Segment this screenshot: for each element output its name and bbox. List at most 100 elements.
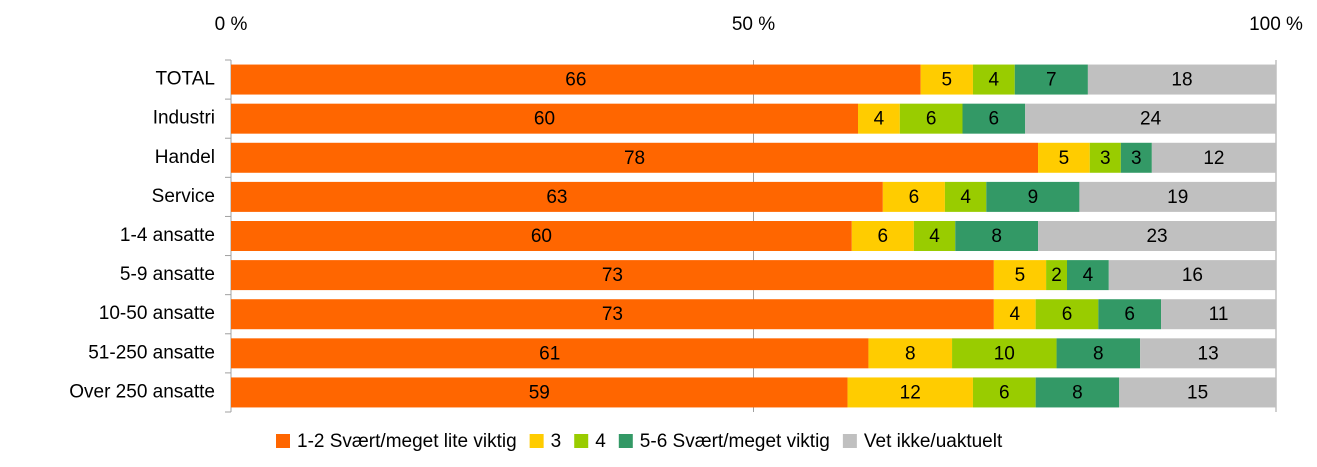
bar-segment xyxy=(231,64,921,95)
data-label: 61 xyxy=(539,343,560,364)
data-label: 6 xyxy=(989,109,1000,130)
data-label: 63 xyxy=(546,187,567,208)
data-label: 6 xyxy=(878,226,889,247)
data-label: 8 xyxy=(1093,343,1104,364)
bar-segment xyxy=(1056,338,1141,369)
data-label: 3 xyxy=(1100,148,1111,169)
bar-segment xyxy=(882,181,945,212)
legend-label: 5-6 Svært/meget viktig xyxy=(640,431,830,452)
data-label: 5 xyxy=(1059,148,1070,169)
data-label: 19 xyxy=(1167,187,1188,208)
legend-swatch xyxy=(842,434,857,448)
bar-segment xyxy=(962,103,1026,134)
bar-segment xyxy=(851,221,914,251)
y-tick-label: 10-50 ansatte xyxy=(99,303,215,324)
legend-label: 3 xyxy=(551,431,562,452)
data-label: 3 xyxy=(1131,148,1142,169)
bar-segment xyxy=(1067,260,1109,291)
bar-segment xyxy=(847,377,973,408)
x-tick-label: 50 % xyxy=(732,14,775,35)
data-label: 4 xyxy=(989,70,1000,91)
data-label: 78 xyxy=(624,148,645,169)
data-label: 10 xyxy=(994,343,1015,364)
data-label: 73 xyxy=(602,265,623,286)
data-label: 23 xyxy=(1146,226,1167,247)
bar-segment xyxy=(986,181,1080,212)
data-label: 59 xyxy=(529,382,550,403)
y-tick-label: TOTAL xyxy=(156,69,215,90)
y-tick-label: Industri xyxy=(153,108,215,129)
data-label: 6 xyxy=(1062,304,1073,325)
bar-segment xyxy=(1119,377,1276,408)
data-label: 6 xyxy=(926,109,937,130)
bar-segment xyxy=(920,64,973,95)
data-label: 13 xyxy=(1198,343,1219,364)
data-label: 66 xyxy=(565,70,586,91)
data-label: 5 xyxy=(1015,265,1026,286)
legend-swatch xyxy=(276,434,290,448)
bar-segment xyxy=(1151,142,1276,173)
x-tick-label: 0 % xyxy=(215,14,248,35)
data-label: 5 xyxy=(942,70,953,91)
bar-segment xyxy=(1108,260,1276,291)
bar-segment xyxy=(1098,299,1162,330)
y-tick-label: Over 250 ansatte xyxy=(69,381,215,402)
bar-segment xyxy=(231,260,994,291)
data-label: 4 xyxy=(1009,304,1020,325)
legend-swatch xyxy=(529,434,544,448)
bar-segment xyxy=(231,142,1039,173)
data-label: 6 xyxy=(999,382,1010,403)
bar-segment xyxy=(1046,260,1067,291)
bar-segment xyxy=(868,338,953,369)
bar-segment xyxy=(1140,338,1276,369)
data-label: 4 xyxy=(960,187,971,208)
bar-segment xyxy=(972,377,1036,408)
data-label: 16 xyxy=(1182,265,1203,286)
y-tick-label: Handel xyxy=(155,147,215,168)
data-label: 4 xyxy=(1083,265,1094,286)
data-label: 73 xyxy=(602,304,623,325)
data-label: 2 xyxy=(1051,265,1062,286)
bar-segment xyxy=(955,221,1039,251)
bar-segment xyxy=(1035,377,1120,408)
data-label: 4 xyxy=(929,226,940,247)
bar-segment xyxy=(231,377,848,408)
legend-label: 4 xyxy=(595,431,606,452)
legend-swatch xyxy=(574,434,589,448)
data-label: 12 xyxy=(900,382,921,403)
data-label: 60 xyxy=(534,109,555,130)
data-label: 11 xyxy=(1209,304,1229,325)
bar-segment xyxy=(231,181,883,212)
bar-segment xyxy=(231,299,994,330)
bar-segment xyxy=(1120,142,1152,173)
y-tick-label: Service xyxy=(152,186,215,207)
bar-segment xyxy=(952,338,1057,369)
y-tick-label: 5-9 ansatte xyxy=(120,264,215,285)
bar-segment xyxy=(993,260,1047,291)
x-tick-label: 100 % xyxy=(1249,14,1303,35)
bar-segment xyxy=(231,221,852,251)
data-label: 15 xyxy=(1187,382,1208,403)
data-label: 6 xyxy=(1124,304,1135,325)
data-label: 6 xyxy=(909,187,920,208)
bar-segment xyxy=(1014,64,1088,95)
bar-segment xyxy=(993,299,1036,330)
bar-segment xyxy=(1089,142,1121,173)
bar-segment xyxy=(231,103,858,134)
legend-swatch xyxy=(618,434,633,448)
data-label: 8 xyxy=(991,226,1002,247)
legend-label: 1-2 Svært/meget lite viktig xyxy=(297,431,517,452)
bar-segment xyxy=(1035,299,1099,330)
data-label: 12 xyxy=(1203,148,1224,169)
y-tick-label: 51-250 ansatte xyxy=(88,342,215,363)
bar-segment xyxy=(1161,299,1276,330)
bar-segment xyxy=(1038,142,1090,173)
data-label: 9 xyxy=(1028,187,1039,208)
y-tick-label: 1-4 ansatte xyxy=(120,225,215,246)
bar-segment xyxy=(899,103,963,134)
bar-segment xyxy=(1025,103,1276,134)
data-label: 24 xyxy=(1140,109,1162,130)
bar-segment xyxy=(1087,64,1276,95)
data-label: 18 xyxy=(1171,70,1192,91)
